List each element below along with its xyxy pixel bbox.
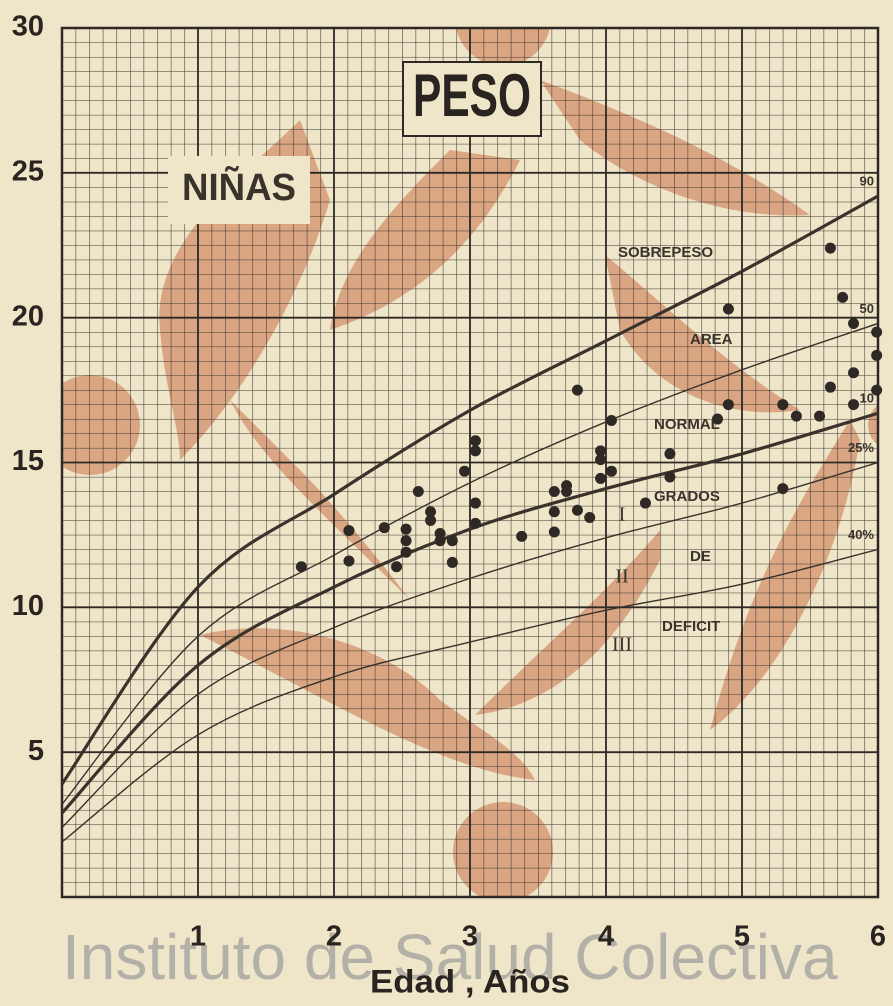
data-point xyxy=(572,385,583,396)
data-point xyxy=(848,367,859,378)
data-point xyxy=(848,318,859,329)
annotation: I xyxy=(619,504,626,526)
data-point xyxy=(640,498,651,509)
data-point xyxy=(723,303,734,314)
x-tick-label: 4 xyxy=(598,921,614,953)
data-point xyxy=(606,466,617,477)
data-point xyxy=(343,555,354,566)
data-point xyxy=(516,531,527,542)
data-point xyxy=(447,557,458,568)
data-point xyxy=(561,486,572,497)
x-tick-label: 3 xyxy=(462,921,478,953)
data-point xyxy=(401,535,412,546)
data-point xyxy=(664,448,675,459)
data-point xyxy=(470,435,481,446)
data-point xyxy=(401,547,412,558)
data-point xyxy=(777,483,788,494)
data-point xyxy=(470,498,481,509)
annotation: GRADOS xyxy=(654,488,720,505)
data-point xyxy=(664,471,675,482)
annotation: III xyxy=(612,634,632,656)
annotation: SOBREPESO xyxy=(618,244,713,261)
data-point xyxy=(825,243,836,254)
annotation: II xyxy=(615,566,628,588)
chart-subtitle: NIÑAS xyxy=(182,165,296,209)
y-tick-label: 20 xyxy=(12,300,44,332)
series-label: 40% xyxy=(848,527,874,542)
annotation: DEFICIT xyxy=(662,618,720,635)
y-tick-label: 30 xyxy=(12,11,44,43)
data-point xyxy=(459,466,470,477)
y-tick-label: 25 xyxy=(12,155,44,187)
data-point xyxy=(606,415,617,426)
data-point xyxy=(871,350,882,361)
data-point xyxy=(791,411,802,422)
data-point xyxy=(413,486,424,497)
annotation: AREA xyxy=(690,331,733,348)
data-point xyxy=(848,399,859,410)
data-point xyxy=(391,561,402,572)
data-point xyxy=(379,522,390,533)
data-point xyxy=(435,535,446,546)
data-point xyxy=(549,527,560,538)
x-tick-label: 1 xyxy=(190,921,206,953)
data-point xyxy=(777,399,788,410)
data-point xyxy=(871,327,882,338)
data-point xyxy=(837,292,848,303)
data-point xyxy=(723,399,734,410)
data-point xyxy=(814,411,825,422)
y-tick-label: 15 xyxy=(12,445,44,477)
data-point xyxy=(595,454,606,465)
data-point xyxy=(470,518,481,529)
annotation: NORMAL xyxy=(654,416,720,433)
data-point xyxy=(825,382,836,393)
data-point xyxy=(595,473,606,484)
data-point xyxy=(470,445,481,456)
series-label: 25% xyxy=(848,440,874,455)
series-label: 90 xyxy=(860,173,874,188)
y-tick-label: 5 xyxy=(28,735,44,767)
data-point xyxy=(549,486,560,497)
data-point xyxy=(572,505,583,516)
data-point xyxy=(447,535,458,546)
chart-title: PESO xyxy=(413,62,531,129)
chart: PESO NIÑAS SOBREPESO AREA NORMAL GRADOS … xyxy=(0,0,893,1006)
y-tick-label: 10 xyxy=(12,590,44,622)
series-label: 50 xyxy=(860,301,874,316)
annotation: DE xyxy=(690,548,711,565)
data-point xyxy=(584,512,595,523)
data-point xyxy=(425,515,436,526)
data-point xyxy=(549,506,560,517)
x-tick-label: 6 xyxy=(870,921,886,953)
data-point xyxy=(296,561,307,572)
x-tick-label: 2 xyxy=(326,921,342,953)
x-tick-label: 5 xyxy=(734,921,750,953)
data-point xyxy=(401,524,412,535)
x-axis-title: Edad , Años xyxy=(370,963,570,999)
series-label: 10 xyxy=(860,391,874,406)
data-point xyxy=(343,525,354,536)
